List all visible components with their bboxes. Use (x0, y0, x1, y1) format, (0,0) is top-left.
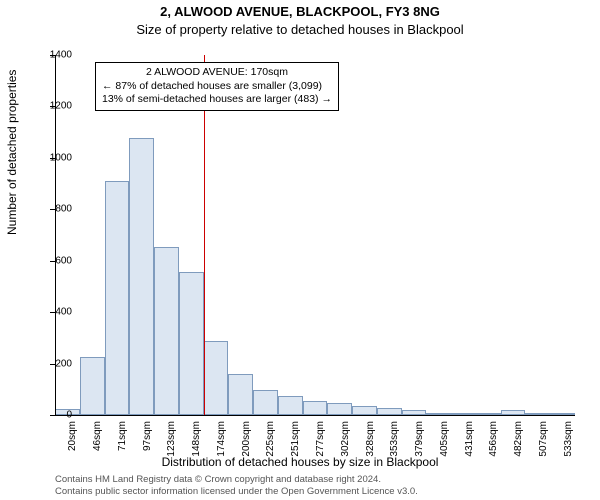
annotation-line: 13% of semi-detached houses are larger (… (102, 93, 332, 107)
histogram-bar (80, 357, 105, 415)
x-tick-label: 97sqm (142, 421, 153, 461)
y-tick-label: 200 (55, 358, 72, 369)
x-tick-label: 302sqm (340, 421, 351, 461)
histogram-bar (253, 390, 278, 415)
histogram-bar (228, 374, 253, 415)
histogram-bar (303, 401, 328, 415)
y-tick-mark (50, 55, 55, 56)
x-tick-label: 71sqm (117, 421, 128, 461)
x-tick-label: 456sqm (488, 421, 499, 461)
y-axis-label: Number of detached properties (5, 70, 19, 235)
x-tick-label: 123sqm (166, 421, 177, 461)
y-tick-mark (50, 364, 55, 365)
histogram-bar (278, 396, 303, 415)
x-tick-label: 200sqm (241, 421, 252, 461)
x-axis-line (55, 415, 575, 416)
histogram-bar (129, 138, 154, 415)
histogram-bar (352, 406, 377, 415)
y-tick-label: 0 (66, 410, 72, 421)
y-tick-mark (50, 415, 55, 416)
histogram-bar (154, 247, 179, 415)
x-tick-label: 174sqm (216, 421, 227, 461)
x-tick-label: 251sqm (290, 421, 301, 461)
histogram-bar (204, 341, 229, 415)
y-tick-mark (50, 158, 55, 159)
page-title: 2, ALWOOD AVENUE, BLACKPOOL, FY3 8NG (0, 4, 600, 19)
y-tick-mark (50, 106, 55, 107)
x-tick-label: 328sqm (365, 421, 376, 461)
y-tick-label: 400 (55, 307, 72, 318)
x-tick-label: 353sqm (389, 421, 400, 461)
x-tick-label: 46sqm (92, 421, 103, 461)
footer-line: Contains public sector information licen… (55, 486, 590, 498)
annotation-box: 2 ALWOOD AVENUE: 170sqm ← 87% of detache… (95, 62, 339, 111)
annotation-line: ← 87% of detached houses are smaller (3,… (102, 80, 332, 94)
page-subtitle: Size of property relative to detached ho… (0, 22, 600, 37)
y-tick-mark (50, 261, 55, 262)
y-tick-label: 800 (55, 204, 72, 215)
x-tick-label: 277sqm (315, 421, 326, 461)
x-tick-label: 379sqm (414, 421, 425, 461)
x-tick-label: 533sqm (563, 421, 574, 461)
x-tick-label: 20sqm (67, 421, 78, 461)
x-tick-label: 148sqm (191, 421, 202, 461)
x-tick-label: 482sqm (513, 421, 524, 461)
footer: Contains HM Land Registry data © Crown c… (55, 474, 590, 498)
y-tick-mark (50, 209, 55, 210)
x-tick-label: 507sqm (538, 421, 549, 461)
histogram-bar (327, 403, 352, 415)
footer-line: Contains HM Land Registry data © Crown c… (55, 474, 590, 486)
y-tick-mark (50, 312, 55, 313)
histogram-bar (377, 408, 402, 415)
y-tick-label: 600 (55, 255, 72, 266)
histogram-bar (179, 272, 204, 415)
x-tick-label: 431sqm (464, 421, 475, 461)
x-tick-label: 225sqm (265, 421, 276, 461)
chart-container: { "header": { "line1": "2, ALWOOD AVENUE… (0, 0, 600, 500)
histogram-bar (105, 181, 130, 415)
x-tick-label: 405sqm (439, 421, 450, 461)
annotation-line: 2 ALWOOD AVENUE: 170sqm (102, 66, 332, 80)
